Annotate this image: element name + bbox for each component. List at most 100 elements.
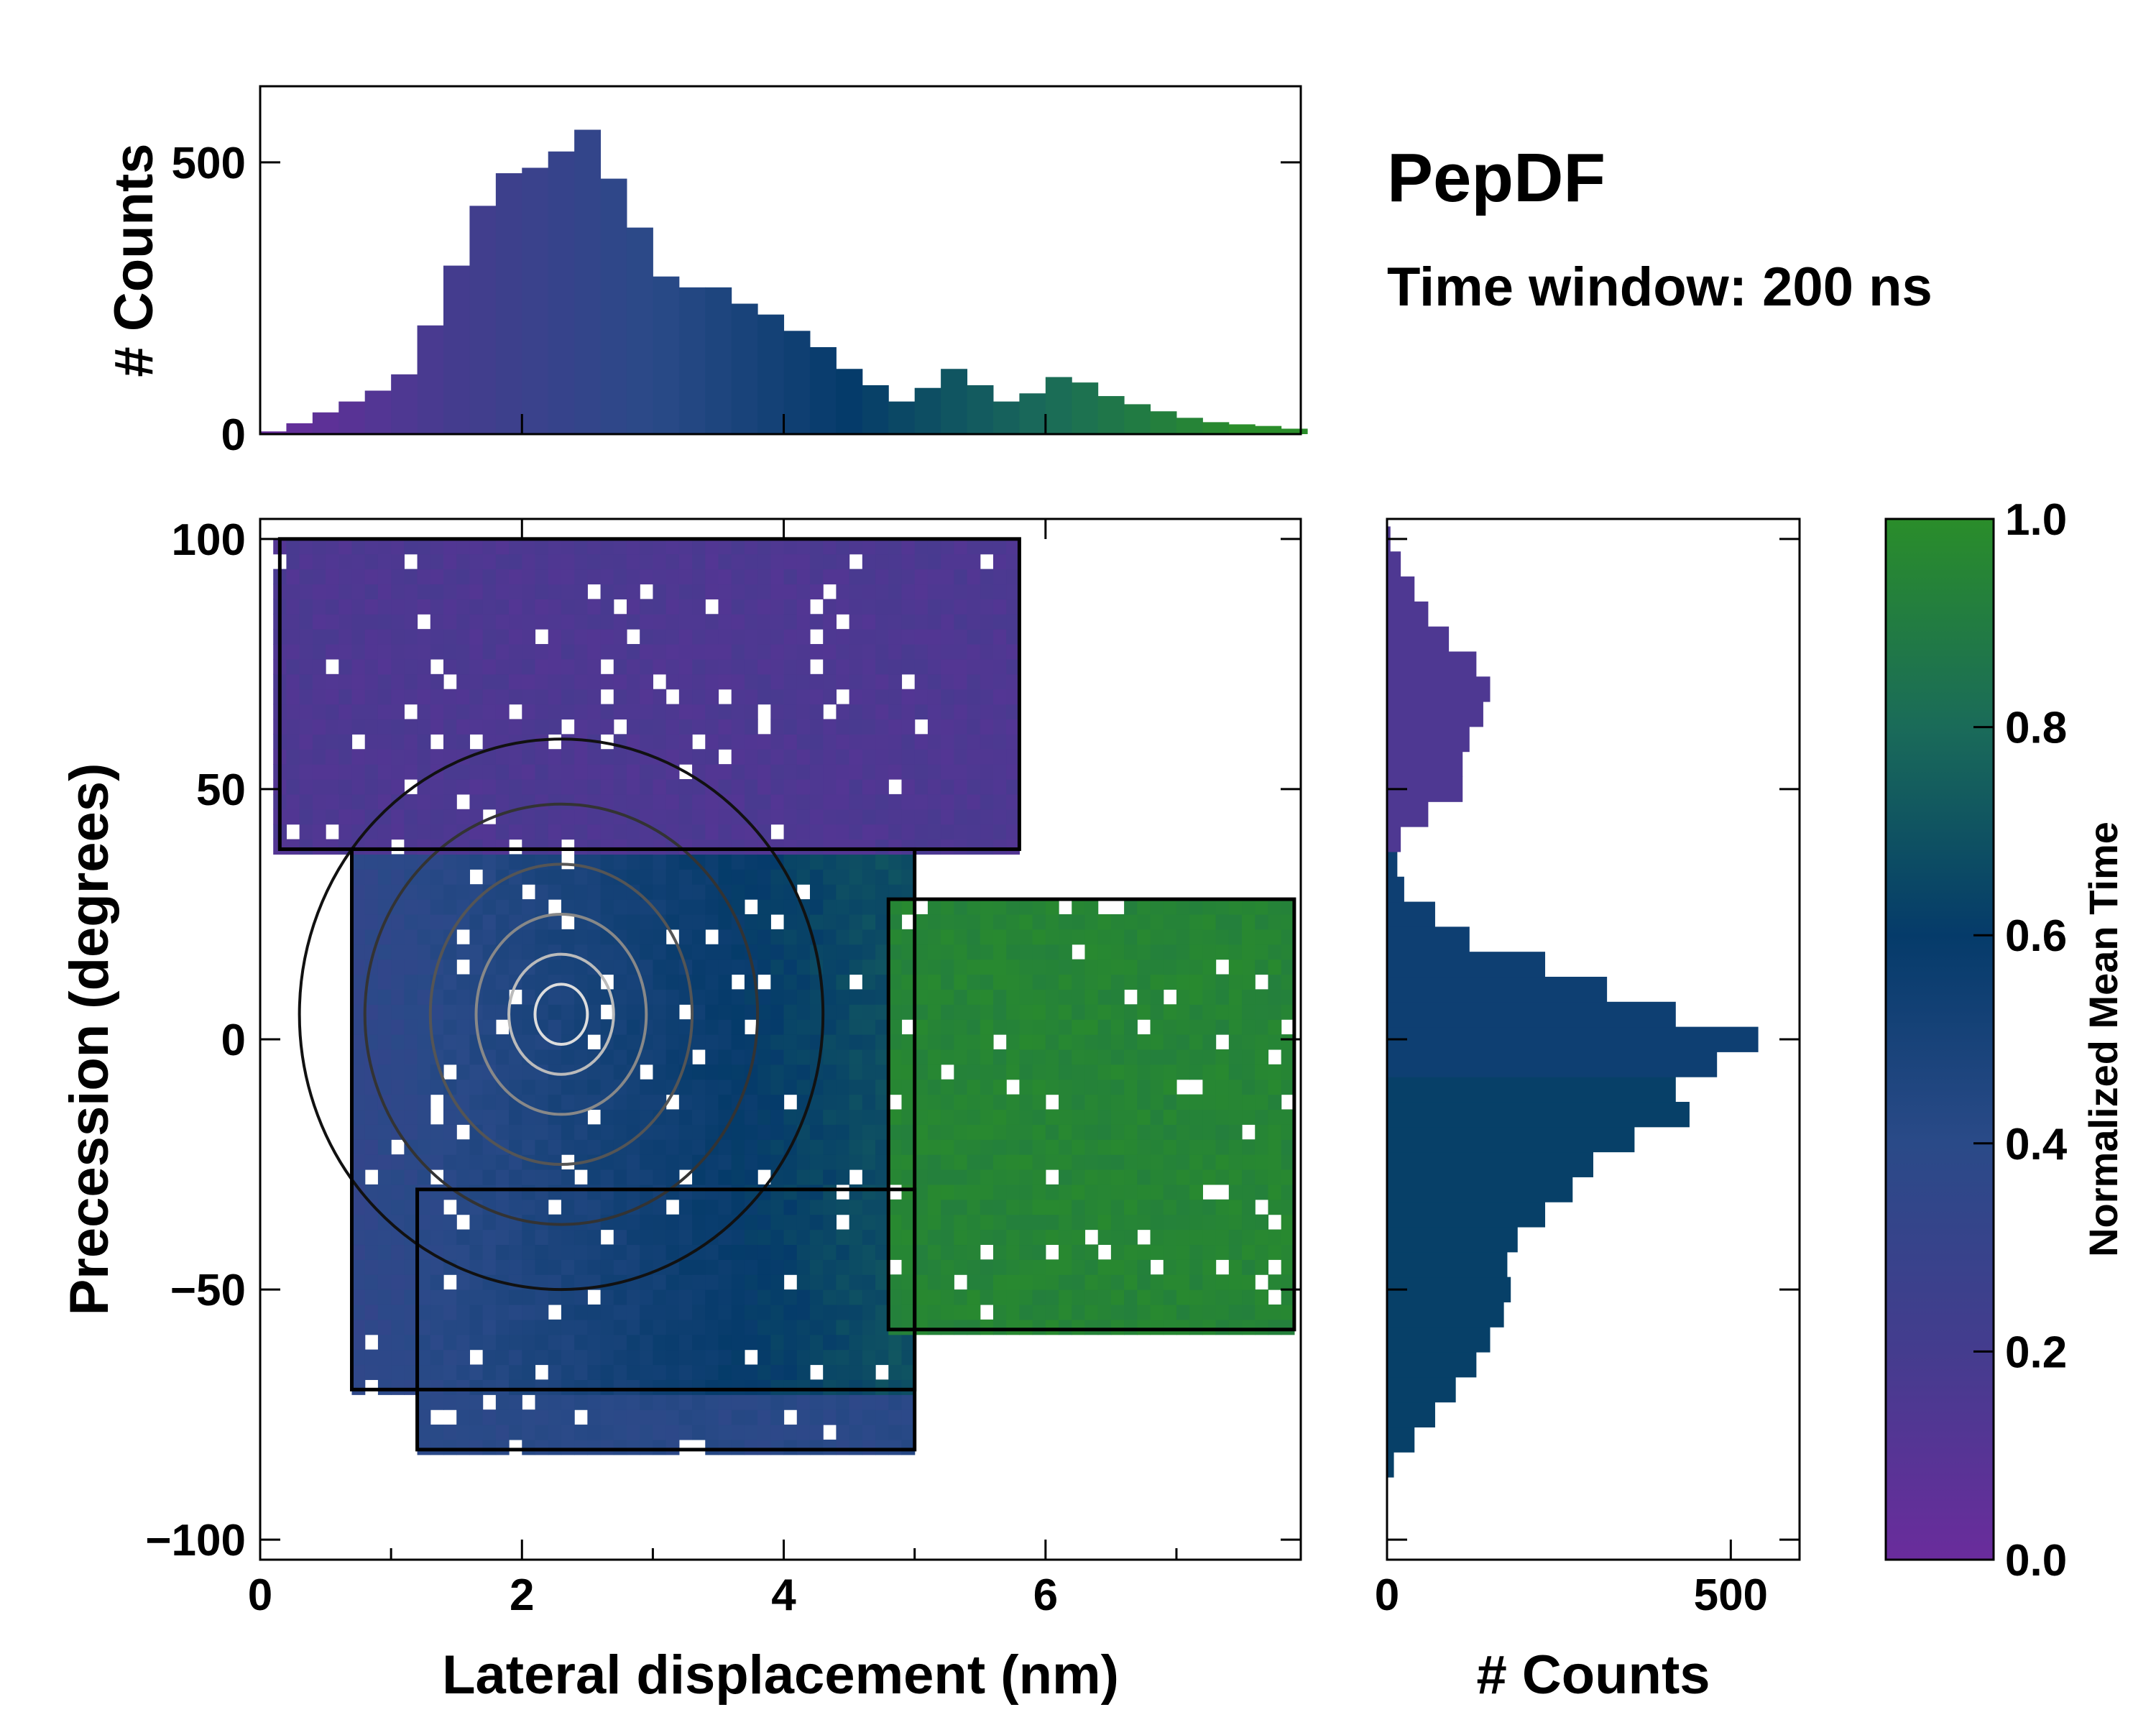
heatmap-cell [862,1199,876,1215]
heatmap-cell [914,929,929,945]
heatmap-cell [1045,1214,1059,1230]
heatmap-cell [888,839,903,855]
heatmap-cell [1019,1229,1033,1246]
heatmap-cell [469,914,484,930]
heatmap-cell [548,1439,562,1455]
heatmap-cell [469,599,484,615]
heatmap-cell [600,854,614,870]
heatmap-cell [443,1109,457,1125]
heatmap-cell [783,1004,798,1020]
heatmap-cell [731,584,745,599]
heatmap-cell [587,553,602,570]
heatmap-cell [941,689,954,705]
heatmap-cell [783,1184,798,1200]
heatmap-cell [836,1199,850,1215]
heatmap-cell [482,599,497,615]
heatmap-cell [626,644,640,660]
heatmap-cell [678,1199,693,1215]
heatmap-cell [1202,1079,1217,1095]
heatmap-cell [888,658,903,675]
heatmap-cell [665,749,680,765]
heatmap-cell [836,719,850,735]
heatmap-cell [1019,914,1033,930]
heatmap-cell [1097,1019,1112,1035]
top-histogram-bar [1150,411,1177,434]
heatmap-cell [770,1349,785,1366]
density-contour [428,862,694,1167]
top-histogram-bar [574,129,602,434]
heatmap-cell [1006,673,1021,690]
heatmap-cell [1059,1049,1072,1065]
heatmap-cell [443,974,457,990]
heatmap-cell [927,1229,941,1246]
heatmap-cell [954,1109,968,1125]
heatmap-cell [770,779,785,795]
heatmap-cell [482,929,497,945]
heatmap-cell [600,1425,614,1440]
heatmap-cell [731,599,745,615]
heatmap-cell [823,1064,837,1080]
heatmap-cell [1032,929,1046,945]
heatmap-cell [809,1199,824,1215]
heatmap-cell [443,749,457,765]
heatmap-cell [1059,1169,1072,1185]
heatmap-cell [783,914,798,930]
heatmap-cell [849,569,863,585]
heatmap-cell [901,764,916,780]
heatmap-cell [1006,1169,1021,1185]
heatmap-cell [783,644,798,660]
heatmap-cell [731,944,745,960]
heatmap-cell [941,974,954,990]
heatmap-cell [364,1019,379,1035]
heatmap-cell [875,1169,889,1185]
heatmap-cell [1281,1154,1295,1170]
heatmap-cell [587,869,602,885]
right-histogram-bar [1387,1427,1415,1453]
heatmap-cell [796,779,811,795]
heatmap-cell [443,1019,457,1035]
heatmap-cell [1268,1019,1282,1035]
heatmap-cell [1189,974,1203,990]
heatmap-cell [587,1439,602,1455]
heatmap-cell [1189,1094,1203,1110]
heatmap-cell [587,944,602,960]
heatmap-cell [574,1244,588,1260]
heatmap-cell [731,1079,745,1095]
heatmap-cell [613,929,627,945]
heatmap-cell [1110,1304,1125,1320]
heatmap-cell [849,1364,863,1380]
heatmap-cell [718,1004,732,1020]
heatmap-cell [875,1259,889,1275]
heatmap-cell [665,1139,680,1155]
heatmap-cell [1189,1019,1203,1035]
heatmap-cell [1215,1139,1230,1155]
heatmap-cell [495,1334,510,1351]
heatmap-cell [914,1259,929,1275]
heatmap-cell [757,959,771,975]
heatmap-cell [954,689,968,705]
heatmap-cell [731,1199,745,1215]
heatmap-cell [482,689,497,705]
heatmap-cell [770,929,785,945]
heatmap-cell [823,569,837,585]
heatmap-cell [574,899,588,915]
heatmap-cell [1137,929,1151,945]
heatmap-cell [901,1229,916,1246]
heatmap-cell [548,914,562,930]
heatmap-cell [692,1274,706,1290]
heatmap-cell [377,1139,392,1155]
heatmap-cell [1006,974,1021,990]
heatmap-cell [587,629,602,645]
heatmap-cell [417,1409,431,1425]
heatmap-cell [888,1079,903,1095]
heatmap-cell [430,644,444,660]
heatmap-cell [967,584,981,599]
heatmap-cell [351,1244,366,1260]
heatmap-cell [535,1409,549,1425]
heatmap-cell [862,1154,876,1170]
heatmap-cell [692,1064,706,1080]
heatmap-cell [992,974,1007,990]
heatmap-cell [326,794,339,810]
heatmap-cell [875,1439,889,1455]
heatmap-cell [351,1379,366,1395]
